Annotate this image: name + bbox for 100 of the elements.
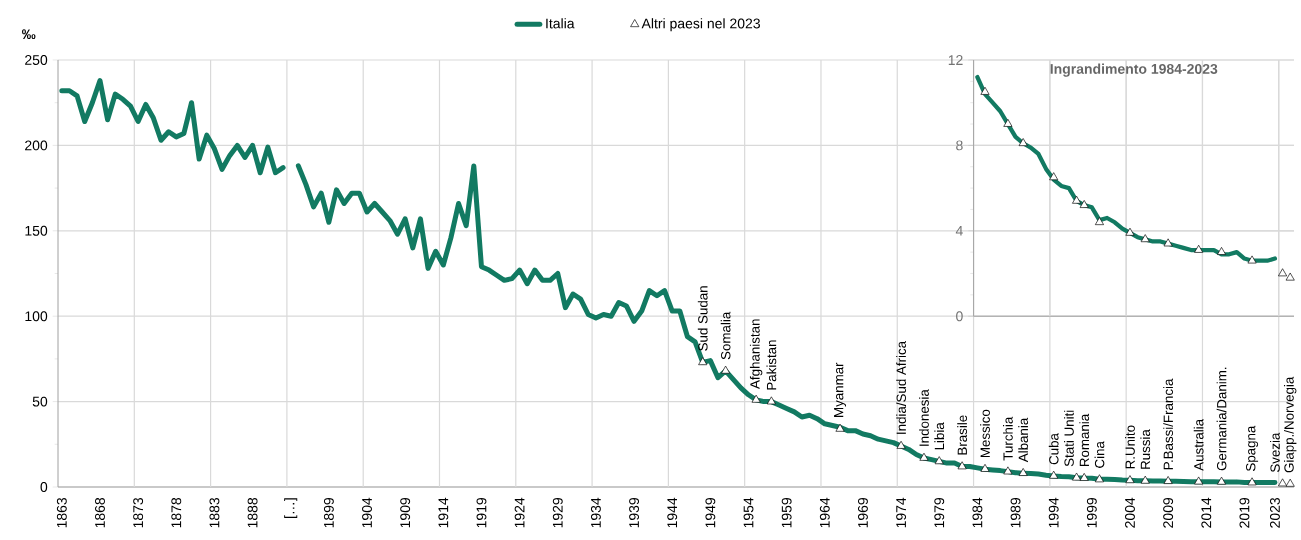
data-label: Cuba: [1048, 433, 1059, 465]
point: [1140, 234, 1150, 243]
x-tick-label: 1944: [667, 497, 678, 528]
x-tick-label: 1984: [972, 497, 983, 528]
point: [1094, 474, 1104, 483]
point: [721, 365, 731, 374]
data-label: Romania: [1079, 413, 1090, 467]
point: [1094, 217, 1104, 225]
point: [1018, 138, 1028, 146]
data-label: India/Sud Africa: [896, 340, 906, 434]
x-tick-label: 2023: [1269, 497, 1280, 528]
point: [896, 440, 906, 449]
x-tick-label: 1899: [323, 497, 334, 528]
data-label: Germania/Danim.: [1216, 367, 1227, 471]
x-tick-label: 1909: [400, 497, 411, 528]
data-label: Sud Sudan: [697, 286, 708, 351]
y-tick-label: 0: [956, 311, 963, 322]
legend-label: Altri paesi nel 2023: [641, 18, 760, 32]
point: [1079, 200, 1089, 208]
point: [698, 357, 708, 366]
point: [1217, 476, 1227, 485]
data-label: Turchia: [1003, 416, 1013, 461]
x-tick-label: 2009: [1163, 497, 1174, 528]
x-tick-label: 1873: [133, 497, 144, 528]
x-tick-label: 1919: [476, 497, 487, 528]
x-tick-label: 1924: [514, 497, 525, 528]
point: [1140, 475, 1150, 484]
data-label: Albania: [1018, 417, 1029, 463]
data-label: Somalia: [720, 311, 731, 360]
point: [1278, 268, 1288, 277]
x-tick-label: 1883: [209, 497, 220, 528]
x-tick-label: 1868: [95, 497, 105, 528]
x-tick-label: 1939: [629, 497, 640, 528]
y-tick-label: 150: [25, 225, 48, 236]
x-tick-label: 1994: [1048, 497, 1059, 528]
x-tick-label: 2019: [1239, 497, 1250, 528]
x-tick-label: 1969: [857, 497, 868, 528]
point: [1003, 118, 1013, 127]
x-tick-label: 1974: [896, 497, 907, 528]
point: [1247, 255, 1257, 264]
x-tick-label: 1949: [705, 497, 716, 528]
data-label: Cina: [1094, 441, 1105, 468]
point: [1125, 475, 1135, 484]
y-tick-label: 100: [25, 311, 48, 322]
data-label: Libia: [934, 422, 945, 450]
data-label: Svezia: [1270, 432, 1280, 473]
point: [919, 452, 929, 461]
point: [1003, 466, 1013, 475]
legend-label: Italia: [546, 18, 575, 29]
x-tick-label: 1929: [552, 497, 563, 528]
y-axis-title: ‰: [22, 29, 36, 40]
point: [980, 463, 990, 472]
data-label: Australia: [1193, 418, 1204, 471]
x-tick-label: 1979: [934, 497, 945, 528]
point: [1018, 468, 1028, 476]
x-tick-label: 1934: [590, 497, 601, 528]
y-tick-label: 4: [955, 226, 963, 236]
point: [835, 423, 845, 432]
y-tick-label: 8: [956, 140, 963, 151]
data-label: Brasile: [957, 415, 968, 455]
point: [1072, 195, 1082, 204]
point: [1163, 238, 1173, 247]
x-tick-label: 1964: [819, 497, 830, 528]
data-label: Messico: [980, 409, 990, 458]
data-label: Afghanistan: [749, 319, 763, 389]
point: [1049, 470, 1059, 479]
point: [1079, 472, 1089, 481]
x-tick-label: 1904: [362, 497, 372, 528]
point: [1163, 476, 1173, 484]
data-label: Pakistan: [766, 340, 777, 390]
data-label: Spagna: [1246, 425, 1259, 472]
y-tick-label: 200: [25, 140, 48, 151]
point: [1049, 172, 1059, 181]
data-label: Indonesia: [919, 389, 929, 446]
data-label: Russia: [1140, 429, 1151, 469]
x-tick-label: 1959: [781, 497, 792, 528]
data-label: P.Bassi/Francia: [1163, 378, 1174, 470]
x-tick-label: 2004: [1125, 497, 1135, 528]
x-tick-label: 1989: [1010, 497, 1021, 528]
point: [1194, 244, 1204, 253]
point: [957, 461, 967, 470]
data-label: R.Unito: [1125, 425, 1135, 469]
y-tick-label: 250: [25, 55, 48, 65]
x-tick-label: 1954: [743, 497, 754, 528]
x-tick-label: 1999: [1086, 497, 1097, 528]
x-tick-label: 1914: [438, 497, 449, 528]
y-tick-label: 0: [40, 482, 48, 492]
point: [1247, 477, 1257, 486]
point: [1194, 476, 1204, 485]
point: [1072, 472, 1082, 481]
point: [980, 86, 990, 95]
point: [766, 396, 776, 405]
x-tick-label: […]: [284, 498, 298, 519]
data-label: Stati Uniti: [1064, 410, 1074, 467]
point: [1125, 227, 1135, 236]
x-tick-label: 1863: [56, 497, 67, 528]
x-tick-label: 1878: [171, 497, 182, 528]
chart-title: Ingrandimento 1984-2023: [1050, 63, 1218, 77]
point: [1278, 478, 1288, 487]
point: [934, 456, 944, 465]
